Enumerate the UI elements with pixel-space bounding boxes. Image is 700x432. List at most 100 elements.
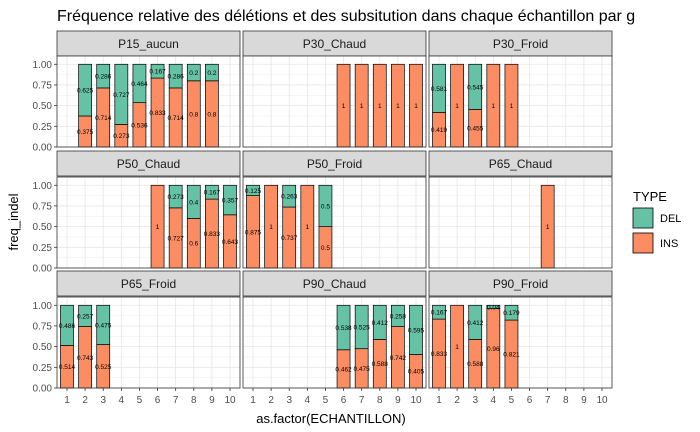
x-tick-label: 4 (305, 395, 311, 406)
facet-strip-label: P15_aucun (118, 37, 179, 51)
x-tick-label: 5 (509, 395, 515, 406)
data-label-del: 0.412 (467, 320, 484, 327)
facet-panel: P15_aucun0.3750.6250.7140.2860.2730.7270… (33, 30, 241, 154)
data-label-ins: 0.6 (189, 241, 198, 248)
facet-panel: P65_Froid0.5140.4860.7430.2570.5250.4750… (33, 270, 241, 406)
data-label-del: 0.538 (335, 325, 352, 332)
bar-segment-del (336, 304, 351, 351)
x-axis-label: as.factor(ECHANTILLON) (256, 411, 406, 426)
legend-label-del: DEL (660, 213, 681, 225)
facet-strip-label: P65_Froid (121, 277, 176, 291)
y-tick-label: 0.25 (33, 363, 53, 374)
x-tick-label: 2 (454, 395, 460, 406)
data-label-ins: 1 (546, 224, 550, 231)
facet-panel: P90_Froid0.8330.16710.5880.4120.960.040.… (428, 270, 613, 406)
bar-segment-del (409, 304, 423, 355)
y-axis-label: freq_indel (6, 193, 21, 250)
x-tick-label: 9 (395, 395, 401, 406)
data-label-ins: 0.525 (95, 364, 112, 371)
panel-border (56, 176, 241, 269)
x-tick-label: 2 (82, 395, 88, 406)
panel-border (242, 296, 427, 389)
x-tick-label: 7 (359, 395, 365, 406)
facet-strip (56, 270, 241, 297)
facet-panels: P15_aucun0.3750.6250.7140.2860.2730.7270… (33, 30, 613, 406)
y-tick-label: 0.00 (33, 143, 53, 154)
data-label-del: 0.167 (204, 190, 221, 197)
data-label-ins: 0.833 (204, 231, 221, 238)
panel-border (56, 55, 241, 148)
facet-strip (242, 270, 427, 297)
data-label-ins: 0.588 (467, 361, 484, 368)
bar-segment-del (205, 184, 219, 200)
x-tick-label: 10 (224, 395, 236, 406)
data-label-del: 0.273 (168, 194, 185, 201)
bar-segment-del (282, 184, 297, 208)
y-tick-label: 0.50 (33, 101, 53, 112)
data-label-ins: 0.643 (222, 239, 239, 246)
bar-segment-del (96, 304, 111, 345)
data-label-del: 0.475 (95, 322, 112, 329)
data-label-del: 0.263 (281, 194, 298, 201)
bar-segment-del (205, 63, 219, 82)
bar-segment-del (372, 304, 387, 340)
data-label-ins: 0.5 (321, 245, 330, 252)
y-tick-label: 0.75 (33, 201, 53, 212)
bar-segment-del (468, 63, 483, 110)
data-label-del: 0.464 (131, 81, 148, 88)
legend-title: TYPE (633, 189, 667, 204)
bar-segment-del (186, 184, 201, 219)
data-label-ins: 0.273 (113, 133, 130, 140)
bar-segment-del (432, 304, 446, 320)
bar-segment-del (60, 304, 74, 346)
facet-strip (428, 150, 613, 177)
facet-strip (428, 30, 613, 57)
data-label-ins: 1 (360, 103, 364, 110)
facet-panel: P90_Chaud0.4620.5380.4750.5250.5880.4120… (242, 270, 427, 406)
x-tick-label: 3 (100, 395, 106, 406)
bar-segment-del (468, 304, 483, 340)
data-label-ins: 1 (342, 103, 346, 110)
x-tick-label: 1 (250, 395, 256, 406)
data-label-ins: 0.743 (77, 355, 94, 362)
data-label-ins: 0.462 (335, 366, 352, 373)
data-label-del: 0.595 (408, 327, 425, 334)
bar-segment-del (486, 304, 501, 309)
x-tick-label: 7 (545, 395, 551, 406)
facet-strip-label: P50_Chaud (117, 157, 180, 171)
y-tick-label: 0.00 (33, 384, 53, 395)
bar-segment-del (168, 63, 183, 89)
data-label-del: 0.581 (431, 86, 448, 93)
x-tick-label: 5 (323, 395, 329, 406)
panel-border (56, 296, 241, 389)
data-label-del: 0.258 (390, 313, 407, 320)
facet-panel: P50_Chaud 1 0.727 0.273 0.6 0.4 0.833 0.167 0.64… (33, 150, 241, 275)
x-tick-label: 5 (137, 395, 143, 406)
facet-strip (242, 30, 427, 57)
data-label-ins: 0.419 (431, 127, 448, 134)
y-tick-label: 0.00 (33, 264, 53, 275)
data-label-del: 0.257 (77, 313, 94, 320)
bar-segment-del (223, 184, 237, 216)
x-tick-label: 7 (173, 395, 179, 406)
facet-strip-label: P90_Chaud (303, 277, 366, 291)
data-label-ins: 0.96 (487, 346, 500, 353)
bar-segment-del (78, 63, 92, 117)
data-label-ins: 1 (414, 103, 418, 110)
data-label-del: 0.167 (431, 310, 448, 317)
data-label-ins: 0.8 (189, 111, 198, 118)
x-tick-label: 1 (436, 395, 442, 406)
facet-strip-label: P65_Chaud (489, 157, 552, 171)
data-label-ins: 0.742 (390, 355, 407, 362)
y-tick-label: 0.75 (33, 80, 53, 91)
data-label-del: 0.625 (77, 88, 94, 95)
facet-strip (242, 150, 427, 177)
bar-segment-del (132, 63, 147, 104)
x-tick-label: 9 (581, 395, 587, 406)
x-tick-label: 9 (209, 395, 215, 406)
facet-panel: P50_Froid 0.875 0.125 1 0.737 0.263 1 0.5 0.5 (242, 150, 427, 269)
data-label-del: 0.2 (189, 70, 198, 77)
facet-strip-label: P30_Chaud (303, 37, 366, 51)
y-tick-label: 0.75 (33, 321, 53, 332)
